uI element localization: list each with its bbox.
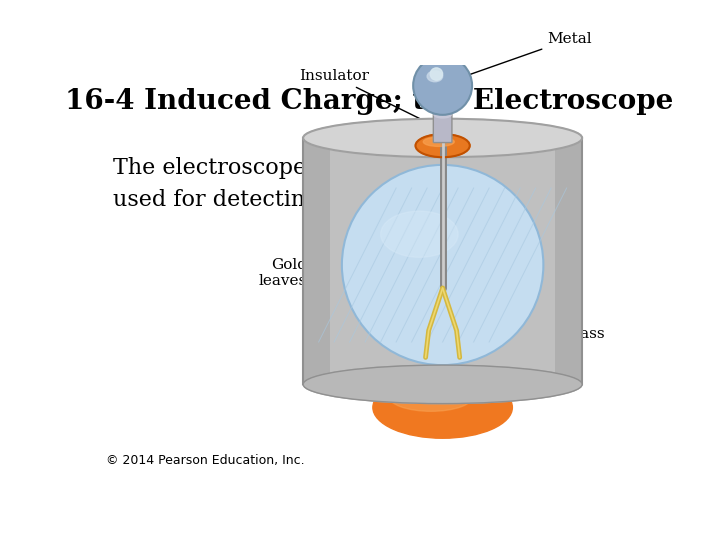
- Text: Insulator: Insulator: [299, 69, 436, 127]
- Polygon shape: [303, 138, 582, 384]
- Text: 16-4 Induced Charge; the Electroscope: 16-4 Induced Charge; the Electroscope: [65, 88, 673, 115]
- Polygon shape: [555, 138, 582, 384]
- Ellipse shape: [303, 119, 582, 157]
- Ellipse shape: [381, 211, 458, 257]
- Circle shape: [342, 165, 544, 365]
- Text: Metal: Metal: [466, 32, 592, 76]
- FancyBboxPatch shape: [429, 348, 456, 382]
- Ellipse shape: [423, 137, 454, 146]
- Ellipse shape: [434, 112, 451, 118]
- Ellipse shape: [303, 365, 582, 403]
- Ellipse shape: [427, 71, 443, 82]
- Ellipse shape: [303, 365, 582, 403]
- Ellipse shape: [415, 134, 469, 157]
- Text: Gold
leaves: Gold leaves: [258, 258, 426, 329]
- Circle shape: [413, 56, 472, 115]
- Ellipse shape: [303, 119, 582, 157]
- Circle shape: [431, 68, 443, 80]
- Text: Glass: Glass: [531, 312, 604, 341]
- Polygon shape: [303, 138, 330, 384]
- Text: The electroscope can be
used for detecting charge:: The electroscope can be used for detecti…: [113, 157, 413, 211]
- FancyBboxPatch shape: [433, 114, 452, 143]
- Text: © 2014 Pearson Education, Inc.: © 2014 Pearson Education, Inc.: [106, 454, 304, 467]
- Ellipse shape: [388, 381, 474, 411]
- Ellipse shape: [373, 377, 513, 438]
